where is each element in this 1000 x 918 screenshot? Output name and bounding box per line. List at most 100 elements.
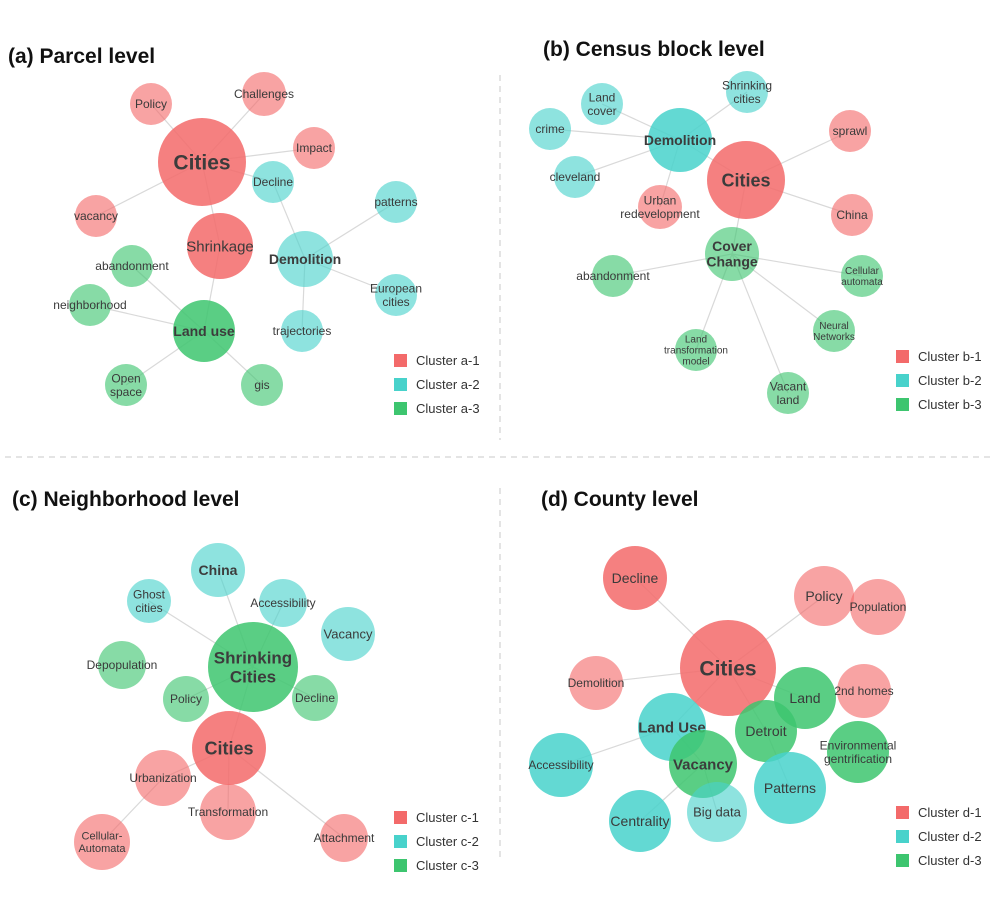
node-landcover: Land cover xyxy=(581,83,623,125)
node-circle xyxy=(603,546,667,610)
node-circle xyxy=(675,329,717,371)
node-label: Land Use xyxy=(638,719,706,736)
node-label: trajectories xyxy=(273,324,332,338)
node-demolition: Demolition xyxy=(644,108,716,172)
node-decline: Decline xyxy=(603,546,667,610)
legend-swatch xyxy=(394,378,407,391)
node-label: Shrinking Cities xyxy=(214,648,292,686)
node-circle xyxy=(726,71,768,113)
legend-swatch xyxy=(394,859,407,872)
node-label: Transformation xyxy=(188,805,268,819)
node-circle xyxy=(592,255,634,297)
node-label: Cities xyxy=(699,657,756,680)
node-vacancy: Vacancy xyxy=(669,730,737,798)
node-circle xyxy=(208,622,298,712)
node-label: China xyxy=(836,208,868,222)
node-circle xyxy=(687,782,747,842)
node-centrality: Centrality xyxy=(609,790,671,852)
node-shrinking: Shrinking Cities xyxy=(208,622,298,712)
node-label: Neural Networks xyxy=(813,321,855,343)
node-neighborhood: neighborhood xyxy=(53,284,127,326)
node-circle xyxy=(98,641,146,689)
legend: Cluster c-1 Cluster c-2 Cluster c-3 xyxy=(394,810,479,873)
node-homes: 2nd homes xyxy=(834,664,894,718)
node-label: Land use xyxy=(173,323,235,339)
node-label: Vacancy xyxy=(324,627,373,642)
legend-swatch xyxy=(394,811,407,824)
node-vacancy: Vacancy xyxy=(321,607,375,661)
node-decline: Decline xyxy=(292,675,338,721)
node-european: European cities xyxy=(370,274,422,316)
legend-label: Cluster d-1 xyxy=(918,805,982,820)
node-coverchange: Cover Change xyxy=(705,227,759,281)
panel-title: (a) Parcel level xyxy=(8,45,155,68)
node-openspace: Open space xyxy=(105,364,147,406)
node-label: Land transformation model xyxy=(664,334,728,367)
node-label: vacancy xyxy=(74,209,118,223)
node-label: Ghost cities xyxy=(133,587,166,614)
node-label: Impact xyxy=(296,141,333,155)
node-population: Population xyxy=(850,579,907,635)
node-label: Policy xyxy=(135,97,167,111)
node-impact: Impact xyxy=(293,127,335,169)
legend-label: Cluster b-3 xyxy=(918,397,982,412)
node-detroit: Detroit xyxy=(735,700,797,762)
node-label: crime xyxy=(535,122,565,136)
node-circle xyxy=(850,579,906,635)
node-circle xyxy=(529,733,593,797)
legend-label: Cluster c-1 xyxy=(416,810,479,825)
node-circle xyxy=(705,227,759,281)
node-trajectories: trajectories xyxy=(273,310,332,352)
node-label: Challenges xyxy=(234,87,294,101)
node-cities: Cities xyxy=(707,141,785,219)
panel-c: (c) Neighborhood level China Ghost cities Ac… xyxy=(12,488,479,873)
node-label: sprawl xyxy=(833,124,868,138)
node-circle xyxy=(754,752,826,824)
node-label: Cellular automata xyxy=(841,266,883,288)
node-cellular: Cellular automata xyxy=(841,255,883,297)
node-circle xyxy=(130,83,172,125)
node-shrinkage: Shrinkage xyxy=(186,213,254,279)
node-transformation: Transformation xyxy=(188,784,268,840)
node-urban: Urban redevelopment xyxy=(620,185,700,229)
node-label: Vacancy xyxy=(673,756,734,773)
node-label: Demolition xyxy=(269,251,341,267)
node-crime: crime xyxy=(529,108,571,150)
node-accessibility: Accessibility xyxy=(250,579,316,627)
node-accessibility: Accessibility xyxy=(528,733,594,797)
node-label: Cities xyxy=(721,170,770,190)
node-label: Vacant land xyxy=(770,379,807,406)
node-environmental: Environmental gentrification xyxy=(820,721,897,783)
legend-label: Cluster d-2 xyxy=(918,829,982,844)
legend-label: Cluster c-2 xyxy=(416,834,479,849)
legend-swatch xyxy=(896,854,909,867)
node-circle xyxy=(827,721,889,783)
node-circle xyxy=(69,284,111,326)
node-shrinking: Shrinking cities xyxy=(722,71,772,113)
node-label: abandonment xyxy=(576,269,650,283)
panel-a: (a) Parcel level Cities Policy Challenges Im… xyxy=(8,45,480,416)
node-label: Population xyxy=(850,600,907,614)
legend-label: Cluster b-2 xyxy=(918,373,982,388)
node-sprawl: sprawl xyxy=(829,110,871,152)
panel-d: (d) County level Decline Policy Population C… xyxy=(528,488,981,868)
node-label: patterns xyxy=(374,195,417,209)
legend-label: Cluster b-1 xyxy=(918,349,982,364)
node-circle xyxy=(259,579,307,627)
node-label: European cities xyxy=(370,281,422,308)
node-circle xyxy=(375,181,417,223)
legend-label: Cluster a-3 xyxy=(416,401,480,416)
node-label: Demolition xyxy=(644,132,716,148)
node-demolition: Demolition xyxy=(269,231,341,287)
node-label: Centrality xyxy=(610,813,669,829)
node-label: Land cover xyxy=(587,90,616,117)
node-circle xyxy=(554,156,596,198)
node-circle xyxy=(200,784,256,840)
node-circle xyxy=(837,664,891,718)
legend: Cluster a-1 Cluster a-2 Cluster a-3 xyxy=(394,353,480,416)
node-decline: Decline xyxy=(252,161,294,203)
node-neural: Neural Networks xyxy=(813,310,855,352)
node-china: China xyxy=(191,543,245,597)
node-label: Environmental gentrification xyxy=(820,738,897,765)
node-circle xyxy=(158,118,246,206)
